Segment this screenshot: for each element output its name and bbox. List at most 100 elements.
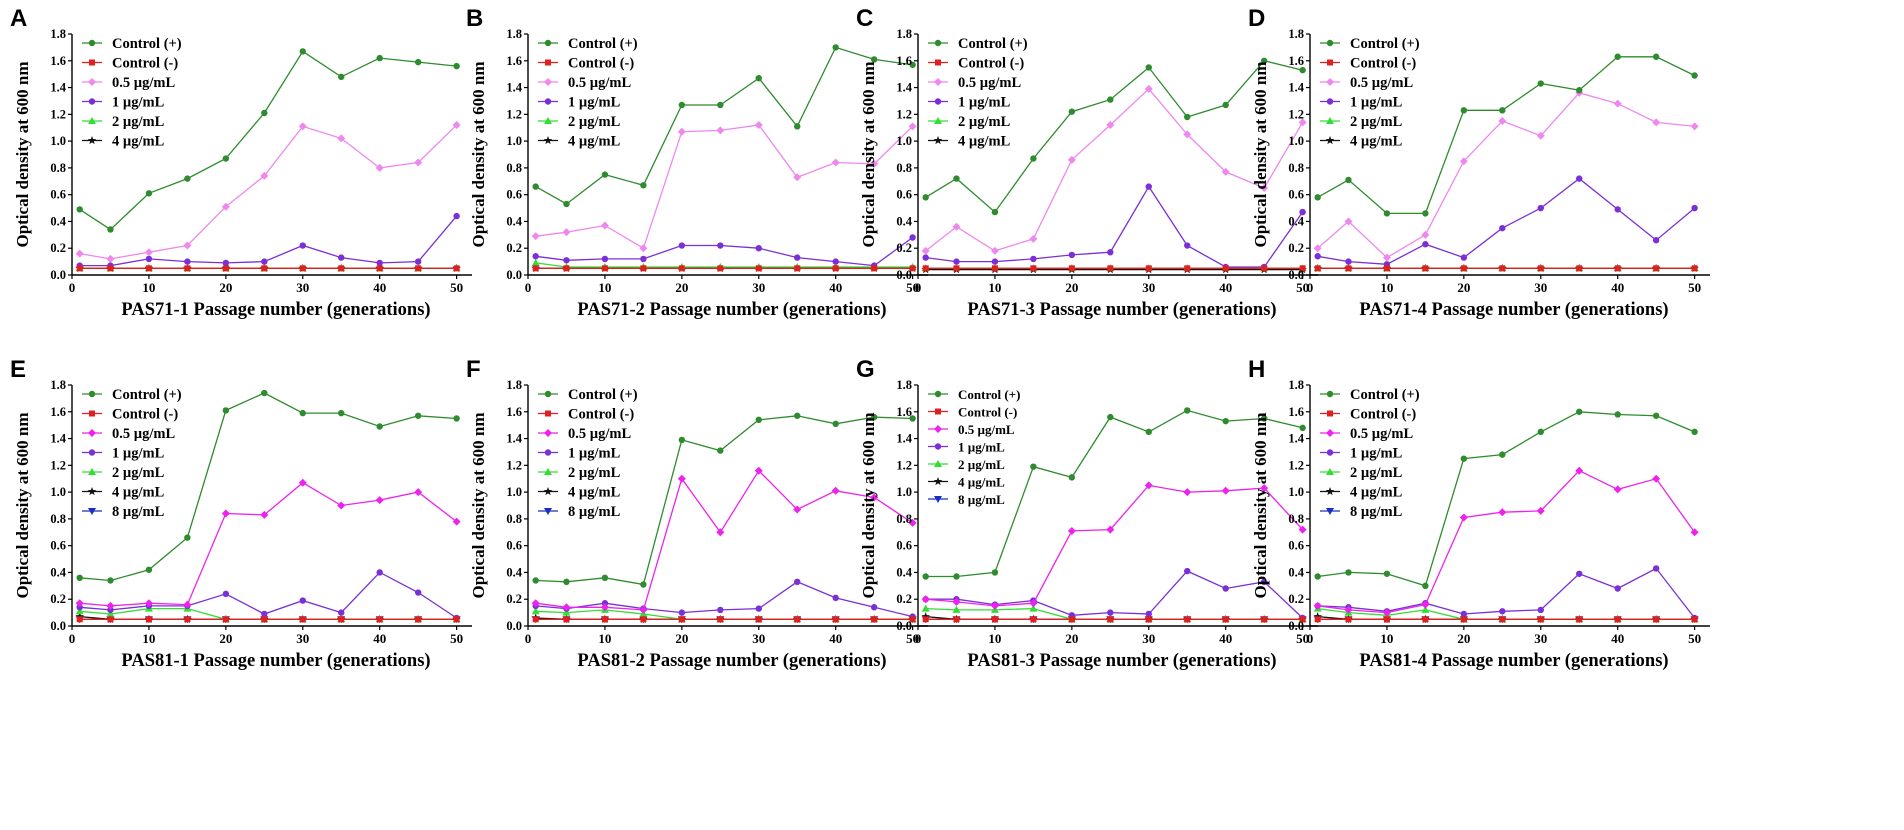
data-point xyxy=(794,123,801,130)
data-point xyxy=(1422,210,1429,217)
data-point xyxy=(376,423,383,430)
data-point xyxy=(1299,66,1306,74)
data-point xyxy=(261,616,268,623)
x-tick-label: 20 xyxy=(675,631,688,646)
data-point xyxy=(991,265,998,272)
data-point xyxy=(221,509,230,518)
data-point xyxy=(414,258,422,265)
data-point xyxy=(1576,408,1583,415)
series-control xyxy=(76,389,460,584)
data-point xyxy=(953,573,960,580)
legend-marker xyxy=(934,98,942,105)
x-tick-label: 10 xyxy=(988,631,1001,646)
x-tick-label: 30 xyxy=(296,631,309,646)
legend-marker xyxy=(1326,78,1334,86)
data-point xyxy=(260,171,269,180)
legend-marker xyxy=(1326,117,1334,124)
data-point xyxy=(1107,609,1114,616)
data-point xyxy=(601,255,609,263)
x-tick-label: 20 xyxy=(219,631,232,646)
x-tick-label: 30 xyxy=(296,280,309,295)
data-point xyxy=(953,616,960,623)
data-point xyxy=(184,175,191,182)
y-tick-label: 1.4 xyxy=(506,432,522,446)
data-point xyxy=(1652,53,1660,60)
series-control xyxy=(532,265,916,272)
data-point xyxy=(677,127,686,136)
series-0-5-ug-ml xyxy=(531,466,917,614)
y-tick-label: 0.0 xyxy=(506,268,522,282)
legend-item-1-ug-ml: 1 µg/mL xyxy=(1320,95,1403,111)
y-tick-label: 1.4 xyxy=(50,81,66,95)
data-point xyxy=(1030,463,1037,470)
x-tick-label: 40 xyxy=(1219,280,1232,295)
legend-marker xyxy=(1326,390,1334,398)
legend: Control (+) Control (-) 0.5 µg/mL 1 µg/mL 2 … xyxy=(82,36,182,150)
series-4-ug-ml xyxy=(921,612,1307,623)
series-0-5-ug-ml xyxy=(1313,88,1699,262)
data-point xyxy=(261,258,268,265)
legend-item-4-ug-ml: 4 µg/mL xyxy=(928,134,1011,150)
legend-label: 2 µg/mL xyxy=(568,114,621,130)
data-point xyxy=(1652,412,1660,419)
legend-label: 2 µg/mL xyxy=(958,457,1005,472)
legend-label: 1 µg/mL xyxy=(112,95,165,111)
legend-item-0-5-ug-ml: 0.5 µg/mL xyxy=(928,422,1015,437)
legend-item-control: Control (+) xyxy=(928,387,1020,402)
data-point xyxy=(1144,84,1153,93)
data-point xyxy=(299,409,306,417)
x-tick-label: 40 xyxy=(1611,631,1624,646)
data-point xyxy=(717,242,724,249)
data-point xyxy=(222,407,230,414)
y-tick-label: 1.0 xyxy=(1288,134,1304,148)
data-point xyxy=(1299,616,1306,623)
y-axis-title: Optical density at 600 nm xyxy=(859,61,878,247)
legend-item-8-ug-ml: 8 µg/mL xyxy=(82,504,165,520)
data-point xyxy=(1068,474,1076,481)
data-point xyxy=(922,194,929,201)
data-point xyxy=(1260,578,1268,586)
data-point xyxy=(601,600,609,607)
data-point xyxy=(1537,80,1544,87)
series-line xyxy=(79,607,457,620)
legend-marker xyxy=(88,98,96,105)
legend-marker xyxy=(88,39,96,47)
series-line xyxy=(535,609,913,620)
data-point xyxy=(922,254,929,261)
y-tick-label: 1.6 xyxy=(50,54,66,68)
y-tick-label: 1.0 xyxy=(50,485,66,499)
series-line xyxy=(925,185,1304,268)
data-point xyxy=(414,589,422,596)
y-tick-label: 0.6 xyxy=(1288,539,1304,553)
data-point xyxy=(908,518,917,527)
legend-marker xyxy=(1325,136,1335,145)
legend-marker xyxy=(87,487,97,496)
data-point xyxy=(106,254,115,263)
data-point xyxy=(1107,265,1114,272)
data-point xyxy=(1299,265,1306,272)
data-point xyxy=(1183,488,1192,497)
data-point xyxy=(531,232,540,241)
x-axis-title: PAS81-4 Passage number (generations) xyxy=(1359,651,1668,671)
data-point xyxy=(1298,118,1307,127)
y-tick-label: 0.4 xyxy=(50,565,66,579)
data-point xyxy=(952,597,961,606)
legend-item-4-ug-ml: 4 µg/mL xyxy=(82,134,165,150)
series-4-ug-ml xyxy=(75,612,461,623)
legend-item-1-ug-ml: 1 µg/mL xyxy=(82,95,165,111)
data-point xyxy=(1221,486,1230,495)
panel-e: E 0.0 0.2 0.4 0.6 0.8 1.0 1.2 1.4 1.6 1.8 0 10 20 30 40… xyxy=(10,356,472,671)
x-tick-label: 0 xyxy=(915,631,922,646)
data-point xyxy=(678,609,686,616)
data-point xyxy=(832,420,839,428)
data-point xyxy=(337,134,346,143)
y-tick-label: 1.2 xyxy=(1288,458,1304,472)
x-axis-title: PAS71-4 Passage number (generations) xyxy=(1359,300,1668,320)
data-point xyxy=(1498,117,1507,126)
data-point xyxy=(260,510,269,519)
legend-marker xyxy=(544,39,552,47)
y-tick-label: 1.4 xyxy=(50,432,66,446)
data-point xyxy=(1222,417,1229,425)
legend-label: 4 µg/mL xyxy=(958,134,1011,150)
series-control xyxy=(922,57,1306,216)
